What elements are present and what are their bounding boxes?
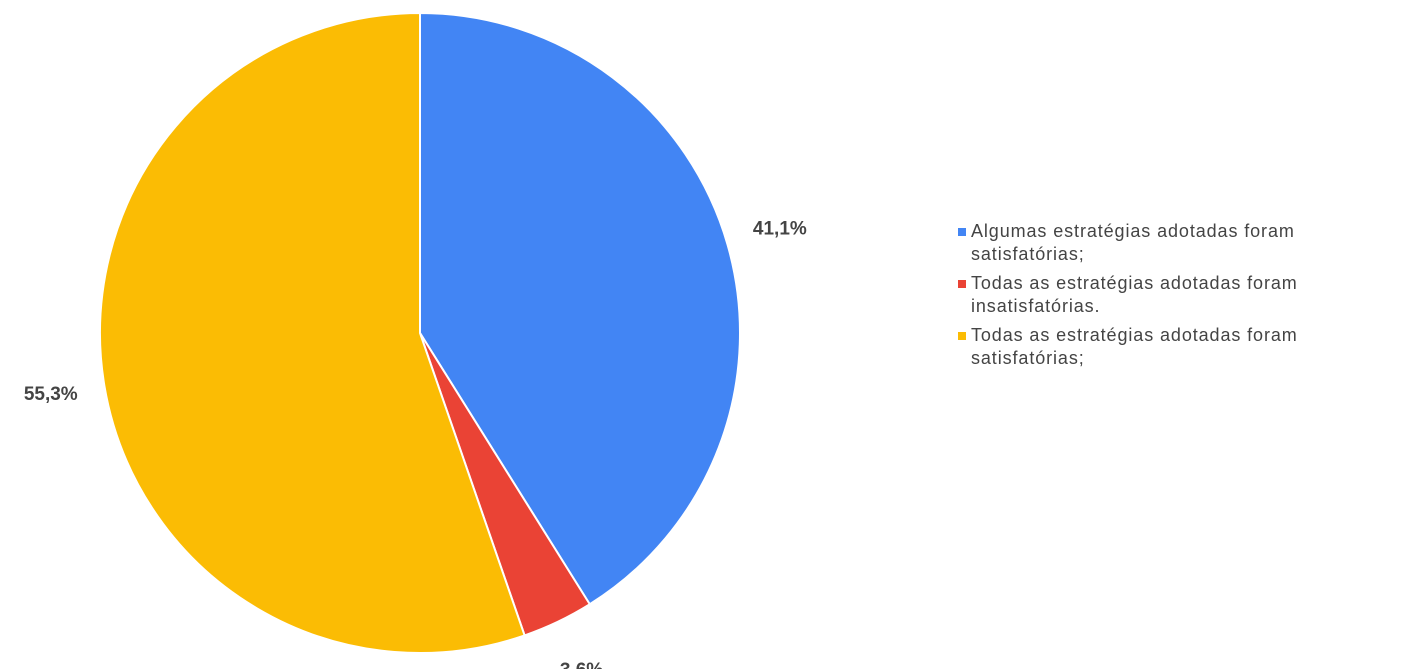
legend-item: Todas as estratégias adotadas foram insa… <box>958 272 1408 318</box>
pie-slice <box>419 11 741 606</box>
value-label: 55,3% <box>24 384 78 405</box>
value-label: 3,6% <box>560 660 603 669</box>
legend-item: Algumas estratégias adotadas foram satis… <box>958 220 1408 266</box>
legend-label: Todas as estratégias adotadas foram insa… <box>971 273 1298 316</box>
legend-label: Todas as estratégias adotadas foram sati… <box>971 325 1298 368</box>
legend-label: Algumas estratégias adotadas foram satis… <box>971 221 1295 264</box>
legend: Algumas estratégias adotadas foram satis… <box>958 220 1408 376</box>
value-label: 41,1% <box>753 219 807 240</box>
legend-item: Todas as estratégias adotadas foram sati… <box>958 324 1408 370</box>
legend-swatch <box>958 280 966 288</box>
chart: 41,1% 3,6% 55,3% <box>24 11 807 669</box>
legend-swatch <box>958 332 966 340</box>
pie-slice <box>99 11 526 654</box>
legend-swatch <box>958 228 966 236</box>
